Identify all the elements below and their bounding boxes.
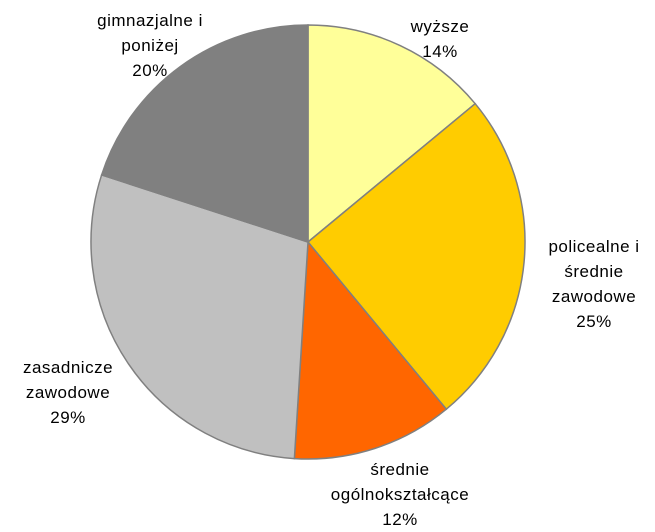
value-label: 12%: [382, 510, 418, 529]
slice-label: gimnazjalne i poniżej 20%: [80, 8, 220, 83]
pie-slice: [307, 24, 477, 244]
pie-slice: [90, 173, 309, 460]
value-label: 29%: [50, 408, 86, 427]
category-label: średnie ogólnokształcące: [330, 460, 470, 504]
value-label: 25%: [576, 312, 612, 331]
slice-label: zasadnicze zawodowe 29%: [3, 355, 133, 430]
slice-label: policealne i średnie zawodowe 25%: [534, 234, 654, 334]
category-label: policealne i średnie zawodowe: [548, 237, 640, 306]
value-label: 20%: [132, 61, 168, 80]
category-label: gimnazjalne i poniżej: [97, 11, 203, 55]
pie-slice: [100, 24, 309, 244]
slice-label: wyższe 14%: [385, 14, 495, 64]
pie-slice: [306, 102, 526, 411]
pie-slice: [293, 240, 448, 460]
slice-label: średnie ogólnokształcące 12%: [315, 457, 485, 532]
category-label: zasadnicze zawodowe: [22, 358, 114, 402]
value-label: 14%: [422, 42, 458, 61]
category-label: wyższe: [410, 17, 470, 36]
